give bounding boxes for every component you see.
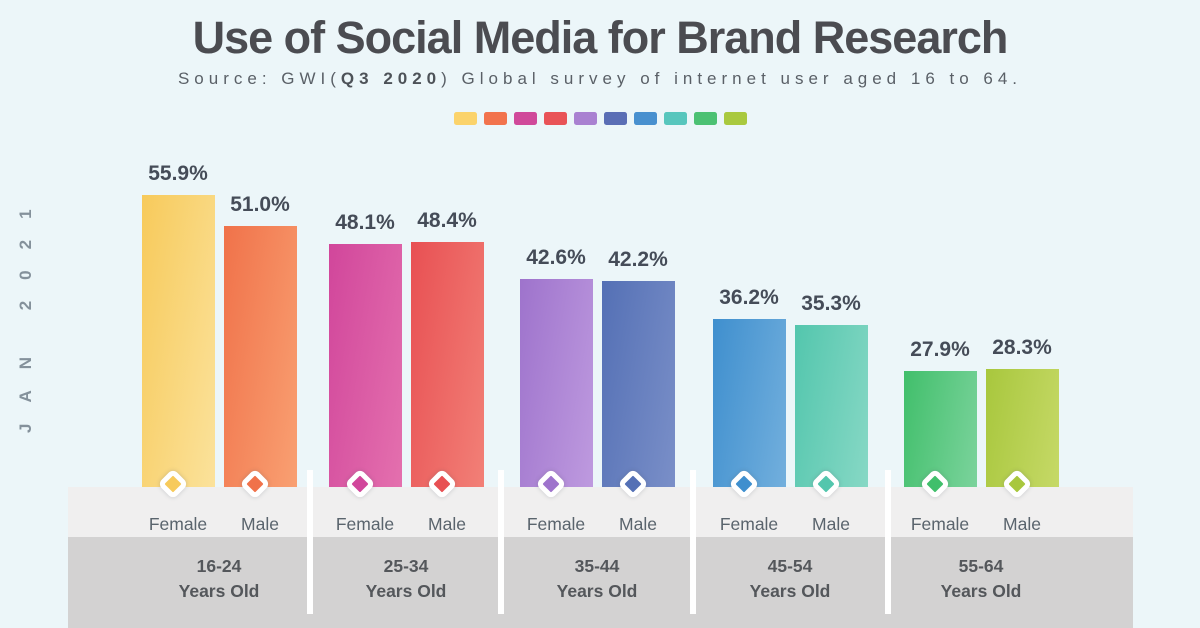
value-label: 35.3%: [801, 292, 861, 315]
legend-swatch: [483, 112, 507, 125]
bar-female-25-34: [328, 244, 402, 487]
group-divider: [498, 470, 504, 614]
value-label: 48.4%: [417, 209, 477, 232]
legend-swatch: [693, 112, 717, 125]
series-label-male: Male: [619, 514, 657, 534]
value-label: 28.3%: [992, 336, 1052, 359]
value-label: 51.0%: [230, 193, 290, 216]
series-label-female: Female: [719, 514, 779, 534]
chart-subtitle: Source: GWI(Q3 2020) Global survey of in…: [25, 69, 1175, 89]
legend-swatch: [573, 112, 597, 125]
category-range: 25-34: [383, 556, 429, 576]
category-suffix: Years Old: [749, 581, 831, 601]
series-label-band: [68, 487, 1133, 537]
series-label-female: Female: [526, 514, 586, 534]
bar-female-55-64: [903, 371, 977, 487]
category-label: 45-54 Years Old: [705, 554, 875, 604]
value-label: 36.2%: [719, 286, 779, 309]
group-divider: [885, 470, 891, 614]
color-legend-strip: [25, 112, 1175, 125]
bar-female-45-54: [712, 319, 786, 487]
series-label-male: Male: [241, 514, 279, 534]
group-divider: [690, 470, 696, 614]
bar-male-55-64: [985, 369, 1059, 487]
legend-swatch: [453, 112, 477, 125]
value-label: 48.1%: [335, 211, 395, 234]
series-label-male: Male: [1003, 514, 1041, 534]
value-label: 42.6%: [526, 246, 586, 269]
series-label-female: Female: [148, 514, 208, 534]
series-label-female: Female: [910, 514, 970, 534]
series-label-male: Male: [812, 514, 850, 534]
legend-swatch: [723, 112, 747, 125]
legend-swatch: [633, 112, 657, 125]
category-label: 55-64 Years Old: [896, 554, 1066, 604]
legend-swatch: [513, 112, 537, 125]
series-label-male: Male: [428, 514, 466, 534]
subtitle-suffix: ) Global survey of internet user aged 16…: [441, 69, 1023, 88]
category-label: 25-34 Years Old: [321, 554, 491, 604]
subtitle-quarter: Q3 2020: [340, 69, 442, 88]
legend-swatch: [543, 112, 567, 125]
bar-male-35-44: [601, 281, 675, 487]
bar-male-16-24: [223, 226, 297, 487]
bar-female-16-24: [141, 195, 215, 487]
series-label-female: Female: [335, 514, 395, 534]
category-suffix: Years Old: [178, 581, 260, 601]
category-range: 35-44: [574, 556, 620, 576]
value-label: 42.2%: [608, 248, 668, 271]
value-label: 27.9%: [910, 338, 970, 361]
date-side-label: JAN 2021: [16, 188, 35, 434]
bar-male-45-54: [794, 325, 868, 487]
category-label: 35-44 Years Old: [512, 554, 682, 604]
category-suffix: Years Old: [365, 581, 447, 601]
bar-male-25-34: [410, 242, 484, 487]
bar-female-35-44: [519, 279, 593, 487]
category-suffix: Years Old: [940, 581, 1022, 601]
category-suffix: Years Old: [556, 581, 638, 601]
page-title: Use of Social Media for Brand Research: [192, 12, 1009, 63]
group-divider: [307, 470, 313, 614]
category-range: 55-64: [958, 556, 1004, 576]
category-range: 45-54: [767, 556, 813, 576]
category-label-band: [68, 537, 1133, 628]
subtitle-prefix: Source: GWI(: [177, 69, 341, 88]
legend-swatch: [663, 112, 687, 125]
category-label: 16-24 Years Old: [134, 554, 304, 604]
category-range: 16-24: [196, 556, 242, 576]
value-label: 55.9%: [148, 162, 208, 185]
legend-swatch: [603, 112, 627, 125]
